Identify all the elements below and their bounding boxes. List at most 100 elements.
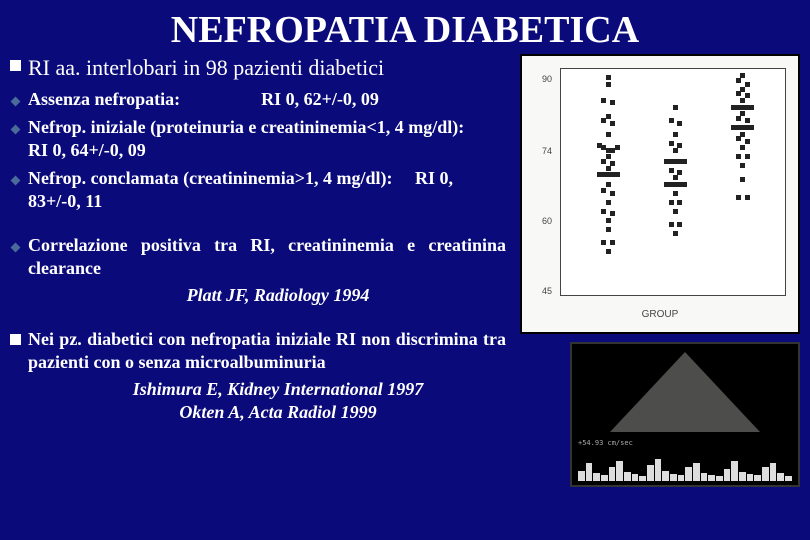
scatter-point — [615, 145, 620, 150]
square-bullet-icon — [10, 54, 28, 76]
scatter-point — [669, 222, 674, 227]
scatter-point — [669, 141, 674, 146]
left-column: RI aa. interlobari in 98 pazienti diabet… — [10, 54, 512, 487]
wave-bar — [662, 471, 669, 481]
scatter-point — [606, 227, 611, 232]
scatter-point — [749, 105, 754, 110]
scatter-point — [673, 231, 678, 236]
item-1-a: Assenza nefropatia: — [28, 89, 180, 109]
scatter-point — [677, 143, 682, 148]
conclusion-row: Nei pz. diabetici con nefropatia inizial… — [10, 328, 506, 373]
wave-bar — [655, 459, 662, 481]
scatter-point — [736, 136, 741, 141]
wave-bar — [731, 461, 738, 481]
ultrasound-fan-icon — [610, 352, 760, 432]
scatter-point — [610, 100, 615, 105]
scatter-point — [606, 82, 611, 87]
scatter-point — [601, 118, 606, 123]
item-3-a: Nefrop. conclamata (creatininemia>1, 4 m… — [28, 168, 393, 188]
scatter-plot-area — [560, 68, 786, 296]
scatter-point — [669, 118, 674, 123]
scatter-point — [610, 191, 615, 196]
ytick-45: 45 — [542, 286, 552, 296]
right-column: 90 74 60 45 GROUP +54.93 cm/sec — [520, 54, 800, 487]
scatter-point — [673, 209, 678, 214]
scatter-point — [606, 249, 611, 254]
item-1-b: RI 0, 62+/-0, 09 — [261, 89, 379, 109]
scatter-point — [740, 98, 745, 103]
scatter-point — [740, 73, 745, 78]
scatter-point — [677, 200, 682, 205]
diamond-bullet-icon — [10, 116, 28, 138]
wave-bar — [739, 472, 746, 481]
scatter-xlabel: GROUP — [522, 309, 798, 320]
conclusion-b: Nei pz. diabetici con nefropatia inizial… — [28, 329, 506, 372]
wave-bar — [685, 467, 692, 481]
scatter-point — [601, 240, 606, 245]
scatter-point — [606, 132, 611, 137]
scatter-point — [669, 168, 674, 173]
wave-bar — [754, 475, 761, 481]
scatter-point — [601, 188, 606, 193]
wave-bar — [678, 475, 685, 481]
scatter-point — [610, 121, 615, 126]
wave-bar — [777, 473, 784, 481]
scatter-point — [673, 175, 678, 180]
item-2: Nefrop. iniziale (proteinuria e creatini… — [10, 116, 506, 161]
content: RI aa. interlobari in 98 pazienti diabet… — [0, 54, 810, 497]
wave-bar — [593, 473, 600, 481]
doppler-waveform — [578, 453, 792, 481]
correlation-row: Correlazione positiva tra RI, creatinine… — [10, 234, 506, 279]
scatter-point — [601, 159, 606, 164]
scatter-point — [601, 98, 606, 103]
item-2-text: Nefrop. iniziale (proteinuria e creatini… — [28, 116, 506, 161]
item-2-a: Nefrop. iniziale (proteinuria e creatini… — [28, 117, 464, 137]
scatter-point — [606, 218, 611, 223]
scatter-point — [740, 177, 745, 182]
scatter-point — [673, 105, 678, 110]
citation-3: Okten A, Acta Radiol 1999 — [10, 402, 506, 423]
square-bullet-icon — [10, 328, 28, 350]
scatter-point — [601, 209, 606, 214]
subtitle-text: RI aa. interlobari in 98 pazienti diabet… — [28, 54, 506, 82]
scatter-point — [682, 159, 687, 164]
ultrasound-image: +54.93 cm/sec — [570, 342, 800, 487]
scatter-point — [606, 182, 611, 187]
citation-1: Platt JF, Radiology 1994 — [10, 285, 506, 306]
scatter-point — [736, 91, 741, 96]
scatter-point — [677, 222, 682, 227]
page-title: NEFROPATIA DIABETICA — [0, 0, 810, 54]
wave-bar — [708, 475, 715, 481]
ytick-90: 90 — [542, 74, 552, 84]
scatter-point — [740, 87, 745, 92]
item-1-text: Assenza nefropatia: RI 0, 62+/-0, 09 — [28, 88, 506, 111]
wave-bar — [632, 474, 639, 481]
scatter-point — [740, 111, 745, 116]
scatter-point — [736, 154, 741, 159]
scatter-point — [606, 154, 611, 159]
scatter-point — [736, 195, 741, 200]
wave-bar — [586, 463, 593, 481]
scatter-point — [615, 172, 620, 177]
scatter-point — [740, 163, 745, 168]
ultrasound-label: +54.93 cm/sec — [578, 439, 633, 447]
wave-bar — [639, 476, 646, 481]
scatter-point — [745, 82, 750, 87]
wave-bar — [770, 463, 777, 481]
diamond-bullet-icon — [10, 234, 28, 256]
ytick-60: 60 — [542, 216, 552, 226]
scatter-point — [610, 240, 615, 245]
diamond-bullet-icon — [10, 88, 28, 110]
ytick-74: 74 — [542, 146, 552, 156]
scatter-point — [745, 93, 750, 98]
item-2-b: RI 0, 64+/-0, 09 — [28, 140, 146, 160]
conclusion-text: Nei pz. diabetici con nefropatia inizial… — [28, 328, 506, 373]
wave-bar — [716, 476, 723, 481]
scatter-point — [682, 182, 687, 187]
scatter-point — [606, 166, 611, 171]
wave-bar — [762, 467, 769, 481]
scatter-point — [606, 200, 611, 205]
subtitle-row: RI aa. interlobari in 98 pazienti diabet… — [10, 54, 506, 82]
wave-bar — [670, 474, 677, 481]
wave-bar — [724, 469, 731, 481]
